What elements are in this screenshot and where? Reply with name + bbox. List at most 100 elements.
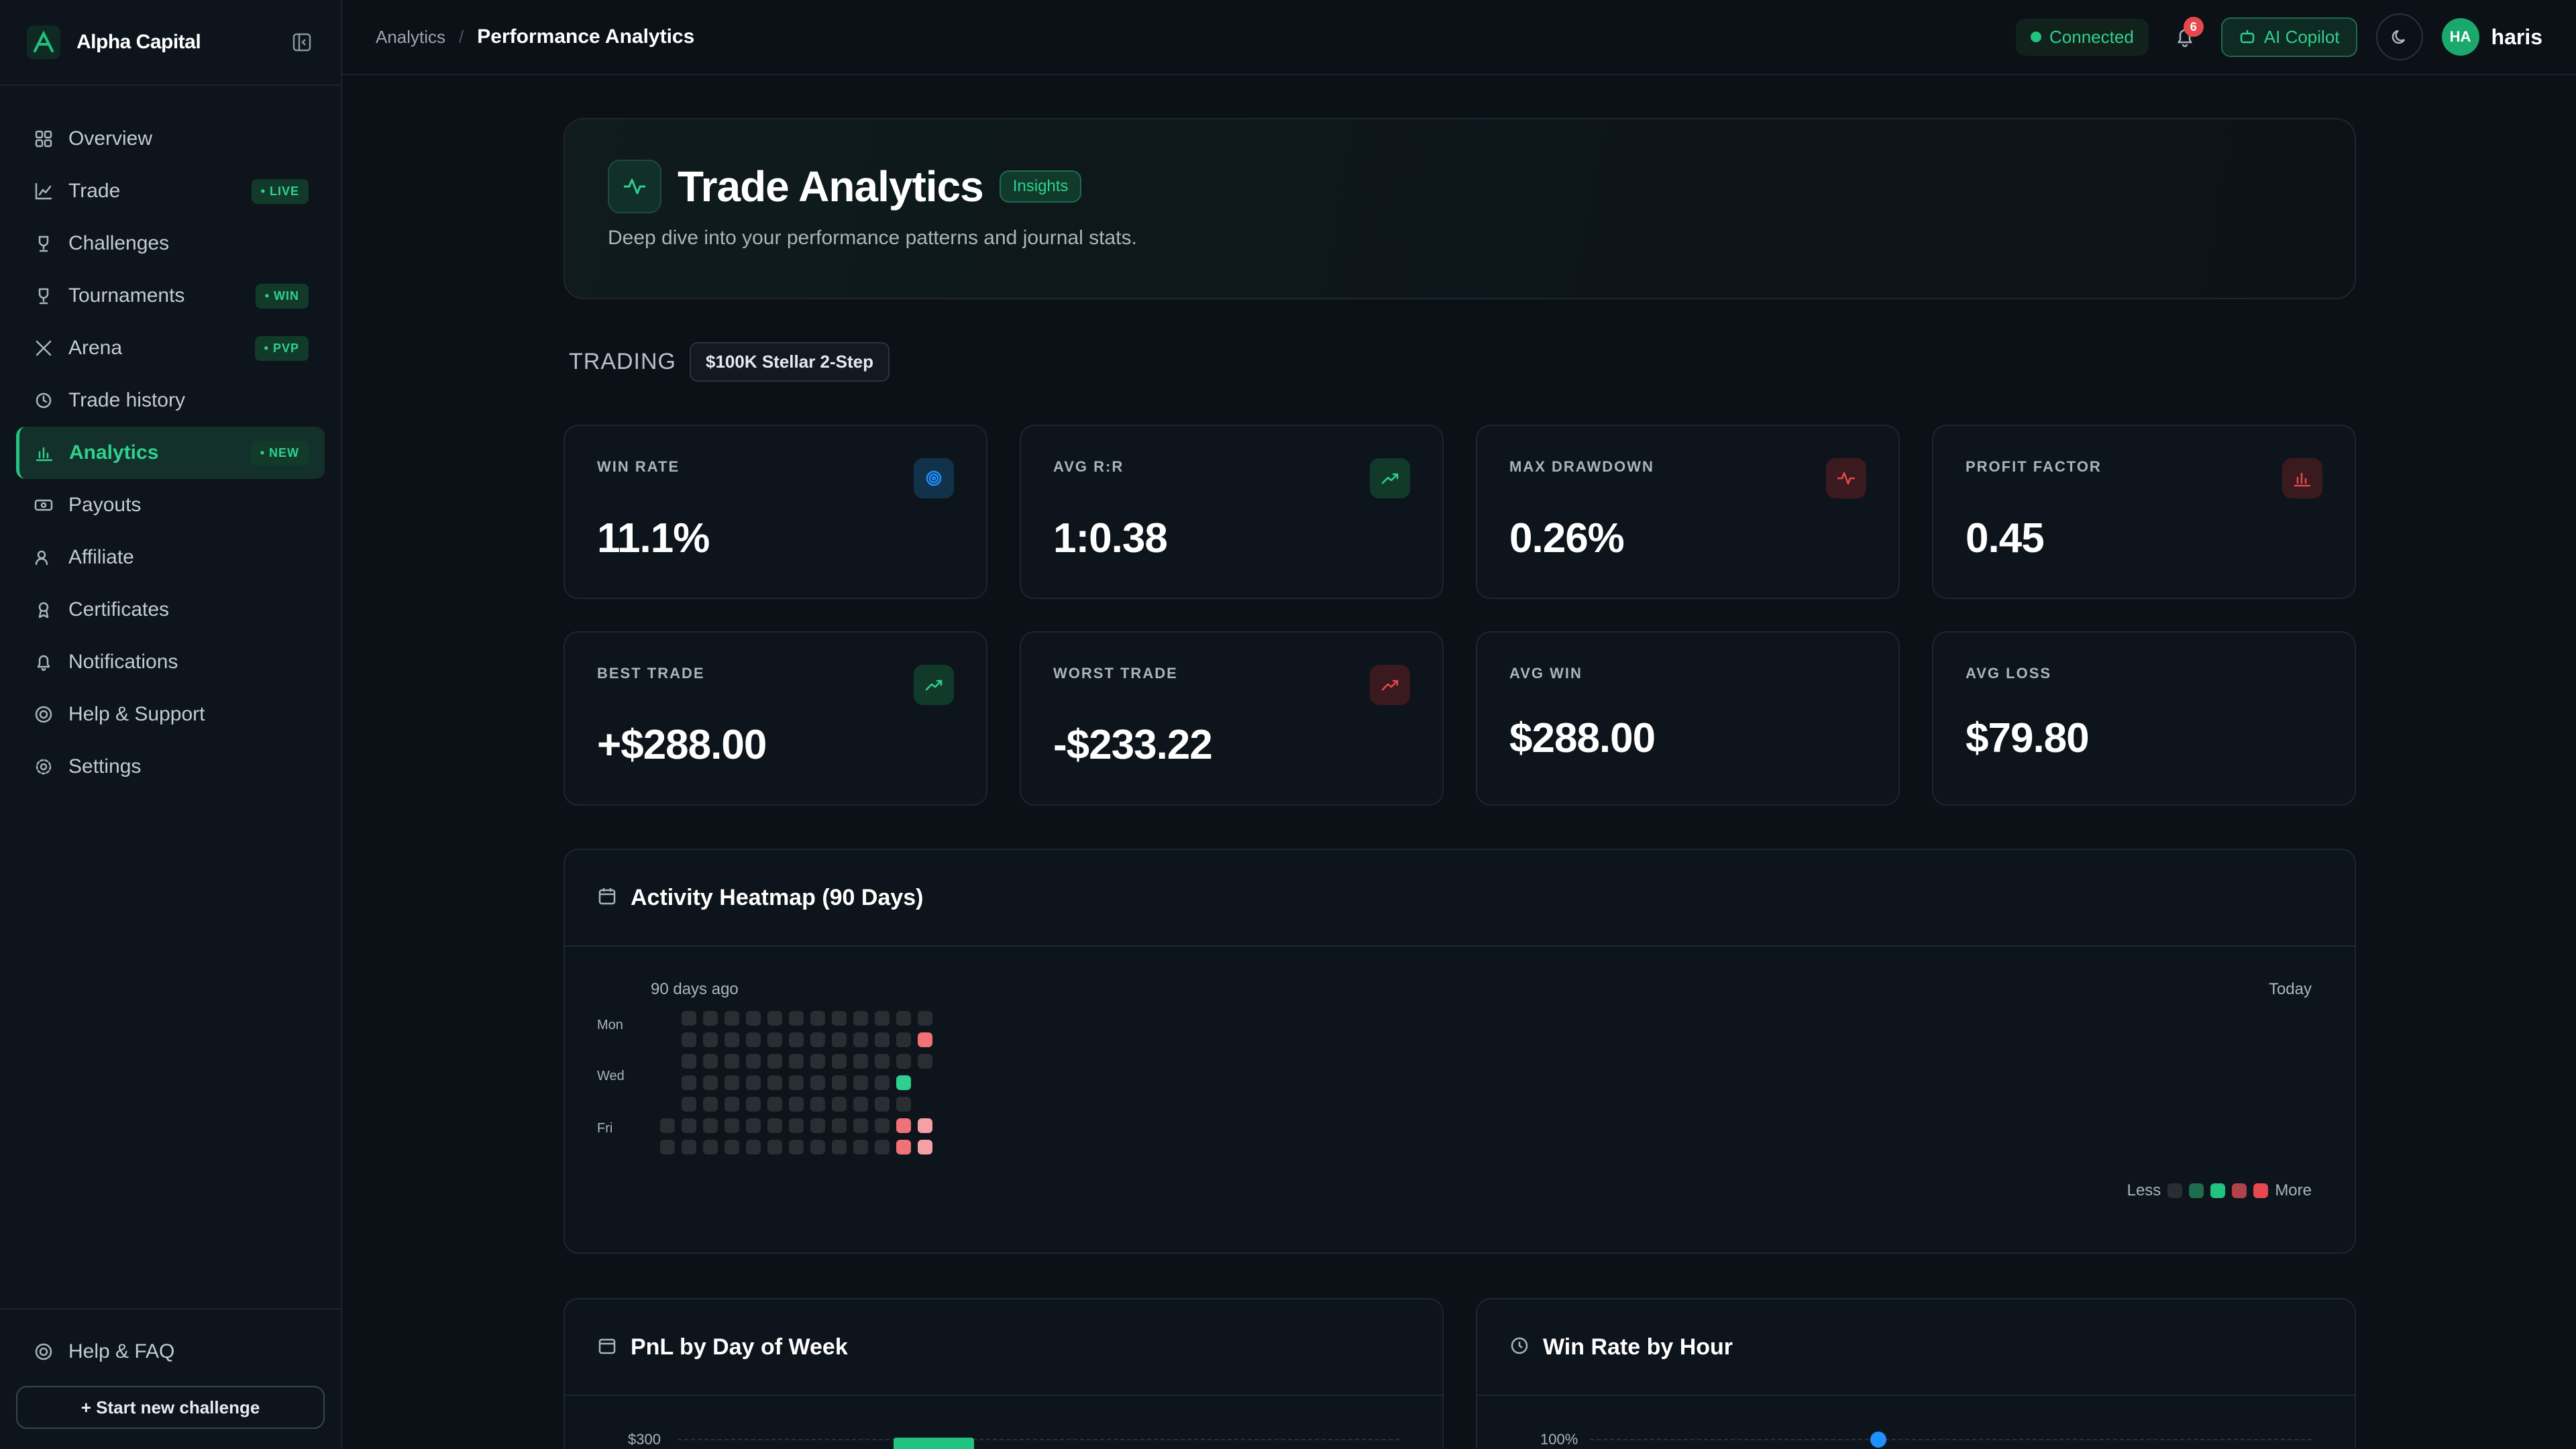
heatmap-cell[interactable] [746, 1011, 761, 1026]
heatmap-cell[interactable] [853, 1075, 868, 1090]
heatmap-cell[interactable] [767, 1054, 782, 1069]
heatmap-cell[interactable] [724, 1140, 739, 1155]
breadcrumb-parent[interactable]: Analytics [376, 26, 446, 47]
sidebar-item-certificates[interactable]: Certificates [16, 584, 325, 636]
account-selector[interactable]: $100K Stellar 2-Step [690, 342, 890, 382]
sidebar-item-payouts[interactable]: Payouts [16, 479, 325, 531]
heatmap-cell[interactable] [682, 1011, 696, 1026]
heatmap-cell[interactable] [853, 1097, 868, 1112]
heatmap-cell[interactable] [724, 1011, 739, 1026]
heatmap-cell[interactable] [789, 1097, 804, 1112]
heatmap-cell[interactable] [832, 1097, 847, 1112]
heatmap-cell[interactable] [810, 1075, 825, 1090]
heatmap-cell[interactable] [767, 1140, 782, 1155]
sidebar-item-trade[interactable]: Trade • LIVE [16, 165, 325, 217]
alpha-logo-icon[interactable] [27, 25, 60, 59]
collapse-sidebar-icon[interactable] [290, 30, 314, 54]
sidebar-item-trade-history[interactable]: Trade history [16, 374, 325, 427]
heatmap-cell[interactable] [875, 1011, 890, 1026]
user-menu[interactable]: HA haris [2441, 18, 2542, 56]
heatmap-cell[interactable] [746, 1118, 761, 1133]
heatmap-cell[interactable] [918, 1054, 932, 1069]
heatmap-cell[interactable] [789, 1032, 804, 1047]
heatmap-cell[interactable] [896, 1097, 911, 1112]
heatmap-cell[interactable] [746, 1054, 761, 1069]
heatmap-cell[interactable] [660, 1140, 675, 1155]
heatmap-cell[interactable] [746, 1032, 761, 1047]
heatmap-cell[interactable] [703, 1097, 718, 1112]
heatmap-cell[interactable] [896, 1075, 911, 1090]
heatmap-cell[interactable] [703, 1075, 718, 1090]
heatmap-cell[interactable] [875, 1140, 890, 1155]
heatmap-cell[interactable] [832, 1054, 847, 1069]
heatmap-cell[interactable] [789, 1054, 804, 1069]
heatmap-cell[interactable] [853, 1032, 868, 1047]
heatmap-cell[interactable] [703, 1032, 718, 1047]
heatmap-cell[interactable] [875, 1097, 890, 1112]
heatmap-cell[interactable] [832, 1011, 847, 1026]
heatmap-cell[interactable] [832, 1118, 847, 1133]
heatmap-cell[interactable] [875, 1054, 890, 1069]
heatmap-cell[interactable] [896, 1032, 911, 1047]
heatmap-cell[interactable] [767, 1075, 782, 1090]
heatmap-cell[interactable] [832, 1140, 847, 1155]
heatmap-cell[interactable] [832, 1032, 847, 1047]
heatmap-cell[interactable] [746, 1140, 761, 1155]
heatmap-cell[interactable] [724, 1054, 739, 1069]
heatmap-cell[interactable] [767, 1032, 782, 1047]
heatmap-cell[interactable] [853, 1054, 868, 1069]
theme-toggle-button[interactable] [2375, 13, 2423, 60]
heatmap-cell[interactable] [682, 1075, 696, 1090]
sidebar-item-challenges[interactable]: Challenges [16, 217, 325, 270]
heatmap-cell[interactable] [832, 1075, 847, 1090]
sidebar-item-affiliate[interactable]: Affiliate [16, 531, 325, 584]
heatmap-cell[interactable] [724, 1118, 739, 1133]
heatmap-cell[interactable] [724, 1032, 739, 1047]
heatmap-cell[interactable] [918, 1011, 932, 1026]
heatmap-cell[interactable] [853, 1011, 868, 1026]
heatmap-cell[interactable] [703, 1140, 718, 1155]
heatmap-cell[interactable] [853, 1140, 868, 1155]
heatmap-cell[interactable] [789, 1075, 804, 1090]
heatmap-cell[interactable] [682, 1054, 696, 1069]
heatmap-cell[interactable] [746, 1075, 761, 1090]
heatmap-cell[interactable] [918, 1118, 932, 1133]
sidebar-item-notifications[interactable]: Notifications [16, 636, 325, 688]
heatmap-cell[interactable] [810, 1032, 825, 1047]
heatmap-cell[interactable] [789, 1011, 804, 1026]
start-new-challenge-button[interactable]: + Start new challenge [16, 1386, 325, 1429]
heatmap-cell[interactable] [682, 1097, 696, 1112]
heatmap-cell[interactable] [767, 1011, 782, 1026]
heatmap-cell[interactable] [918, 1140, 932, 1155]
sidebar-item-help-support[interactable]: Help & Support [16, 688, 325, 741]
heatmap-cell[interactable] [896, 1140, 911, 1155]
heatmap-cell[interactable] [918, 1032, 932, 1047]
ai-copilot-button[interactable]: AI Copilot [2220, 17, 2357, 57]
heatmap-cell[interactable] [703, 1118, 718, 1133]
heatmap-cell[interactable] [724, 1097, 739, 1112]
heatmap-cell[interactable] [875, 1032, 890, 1047]
heatmap-cell[interactable] [660, 1118, 675, 1133]
heatmap-cell[interactable] [810, 1140, 825, 1155]
sidebar-item-tournaments[interactable]: Tournaments • WIN [16, 270, 325, 322]
heatmap-cell[interactable] [682, 1140, 696, 1155]
heatmap-cell[interactable] [767, 1097, 782, 1112]
heatmap-cell[interactable] [810, 1054, 825, 1069]
heatmap-cell[interactable] [810, 1118, 825, 1133]
heatmap-cell[interactable] [853, 1118, 868, 1133]
heatmap-cell[interactable] [789, 1118, 804, 1133]
notifications-button[interactable]: 6 [2167, 17, 2204, 54]
heatmap-cell[interactable] [767, 1118, 782, 1133]
sidebar-item-overview[interactable]: Overview [16, 113, 325, 165]
heatmap-cell[interactable] [875, 1118, 890, 1133]
heatmap-cell[interactable] [896, 1054, 911, 1069]
heatmap-cell[interactable] [682, 1032, 696, 1047]
heatmap-cell[interactable] [703, 1054, 718, 1069]
sidebar-item-arena[interactable]: Arena • PVP [16, 322, 325, 374]
heatmap-cell[interactable] [746, 1097, 761, 1112]
sidebar-item-settings[interactable]: Settings [16, 741, 325, 793]
heatmap-cell[interactable] [789, 1140, 804, 1155]
heatmap-cell[interactable] [703, 1011, 718, 1026]
sidebar-item-analytics[interactable]: Analytics • NEW [16, 427, 325, 479]
heatmap-cell[interactable] [875, 1075, 890, 1090]
